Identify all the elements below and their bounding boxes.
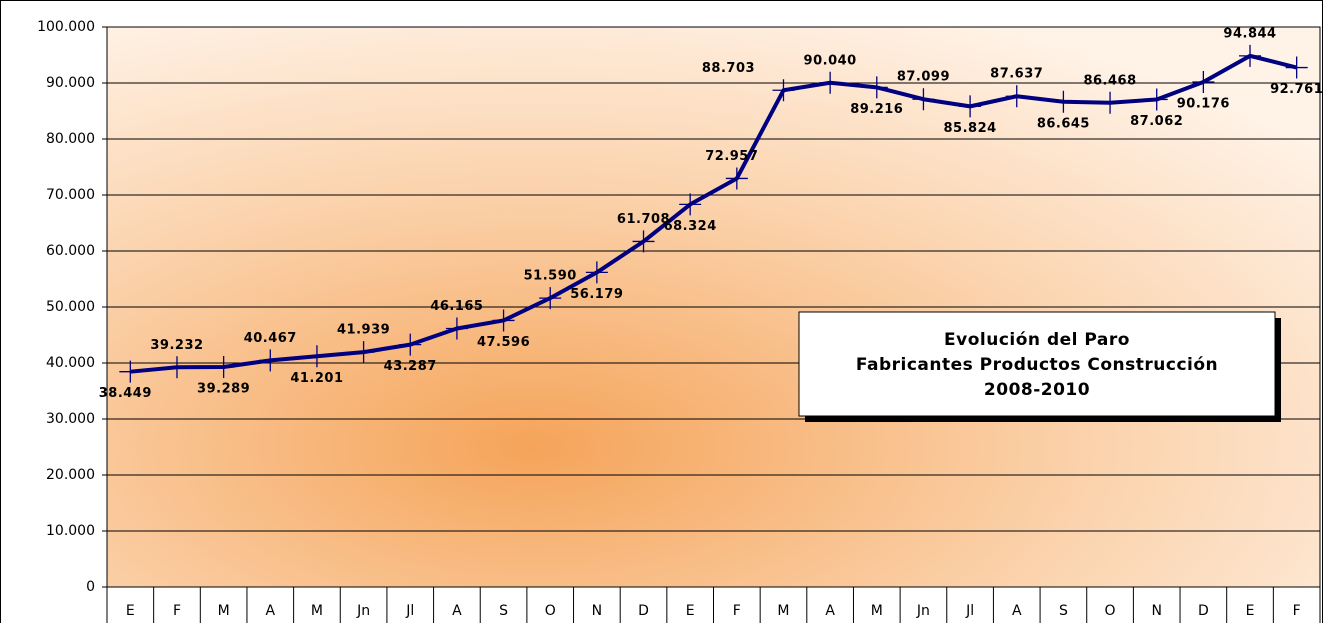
- chart-title: 2008-2010: [984, 380, 1090, 400]
- x-tick-label: O: [545, 603, 556, 619]
- marker: [399, 333, 422, 356]
- value-label: 39.232: [150, 338, 203, 353]
- marker: [1285, 56, 1308, 79]
- marker: [305, 345, 328, 368]
- marker: [119, 360, 142, 383]
- marker: [585, 261, 608, 284]
- value-label: 88.703: [702, 61, 755, 76]
- marker: [819, 71, 842, 94]
- y-tick-label: 20.000: [46, 467, 95, 483]
- marker: [1005, 85, 1028, 108]
- y-tick-label: 90.000: [46, 75, 95, 91]
- value-label: 90.176: [1177, 97, 1230, 112]
- marker: [632, 230, 655, 253]
- value-label: 94.844: [1223, 26, 1276, 41]
- x-tick-label: O: [1105, 603, 1116, 619]
- value-label: 87.062: [1130, 114, 1183, 129]
- marker: [212, 355, 235, 378]
- marker: [772, 79, 795, 102]
- x-tick-label: M: [871, 603, 883, 619]
- value-label: 85.824: [944, 121, 997, 136]
- value-label: 87.637: [990, 67, 1043, 82]
- x-tick-label: Jl: [405, 603, 414, 619]
- y-tick-label: 0: [86, 579, 95, 595]
- value-label: 43.287: [384, 359, 437, 374]
- value-label: 41.201: [290, 371, 343, 386]
- marker: [492, 309, 515, 332]
- y-tick-label: 70.000: [46, 187, 95, 203]
- x-tick-label: Jn: [356, 603, 370, 619]
- marker: [959, 95, 982, 118]
- marker: [352, 341, 375, 364]
- x-tick-label: N: [1151, 603, 1161, 619]
- x-tick-label: E: [686, 603, 695, 619]
- marker: [1052, 90, 1075, 113]
- x-tick-label: E: [126, 603, 135, 619]
- y-tick-label: 80.000: [46, 131, 95, 147]
- value-label: 61.708: [617, 212, 670, 227]
- x-tick-label: S: [499, 603, 508, 619]
- value-label: 39.289: [197, 381, 250, 396]
- x-tick-label: D: [638, 603, 649, 619]
- marker: [165, 356, 188, 379]
- x-tick-label: Jn: [916, 603, 930, 619]
- x-tick-label: F: [1293, 603, 1301, 619]
- value-label: 46.165: [430, 299, 483, 314]
- x-tick-label: M: [218, 603, 230, 619]
- value-label: 68.324: [664, 219, 717, 234]
- x-tick-label: Jl: [965, 603, 974, 619]
- chart-title: Evolución del Paro: [944, 330, 1130, 350]
- value-label: 92.761: [1270, 82, 1323, 97]
- y-tick-label: 30.000: [46, 411, 95, 427]
- x-tick-label: A: [1012, 603, 1022, 619]
- value-label: 89.216: [850, 102, 903, 117]
- title-box: [798, 311, 1276, 417]
- marker: [1145, 88, 1168, 111]
- x-tick-label: A: [452, 603, 462, 619]
- chart-title: Fabricantes Productos Construcción: [856, 355, 1218, 375]
- value-label: 86.468: [1083, 73, 1136, 88]
- marker: [445, 317, 468, 340]
- value-label: 41.939: [337, 323, 390, 338]
- x-tick-label: M: [777, 603, 789, 619]
- y-tick-label: 50.000: [46, 299, 95, 315]
- value-label: 56.179: [570, 287, 623, 302]
- value-label: 87.099: [897, 70, 950, 85]
- y-tick-label: 10.000: [46, 523, 95, 539]
- y-tick-label: 60.000: [46, 243, 95, 259]
- x-tick-label: N: [592, 603, 602, 619]
- x-tick-label: A: [265, 603, 275, 619]
- marker: [539, 287, 562, 310]
- x-tick-label: F: [173, 603, 181, 619]
- marker: [259, 349, 282, 372]
- marker: [1192, 71, 1215, 94]
- value-label: 40.467: [244, 331, 297, 346]
- marker: [1239, 44, 1262, 67]
- marker: [865, 76, 888, 99]
- y-tick-label: 40.000: [46, 355, 95, 371]
- x-tick-label: D: [1198, 603, 1209, 619]
- marker: [725, 167, 748, 190]
- x-tick-label: S: [1059, 603, 1068, 619]
- value-label: 51.590: [524, 269, 577, 284]
- value-label: 90.040: [804, 53, 857, 68]
- marker: [679, 193, 702, 216]
- x-tick-label: A: [825, 603, 835, 619]
- value-label: 47.596: [477, 335, 530, 350]
- value-label: 72.957: [705, 149, 758, 164]
- value-label: 38.449: [99, 386, 152, 401]
- x-tick-label: F: [733, 603, 741, 619]
- marker: [1099, 91, 1122, 114]
- x-tick-label: M: [311, 603, 323, 619]
- x-tick-label: E: [1246, 603, 1255, 619]
- value-label: 86.645: [1037, 116, 1090, 131]
- marker: [912, 88, 935, 111]
- y-tick-label: 100.000: [37, 19, 95, 35]
